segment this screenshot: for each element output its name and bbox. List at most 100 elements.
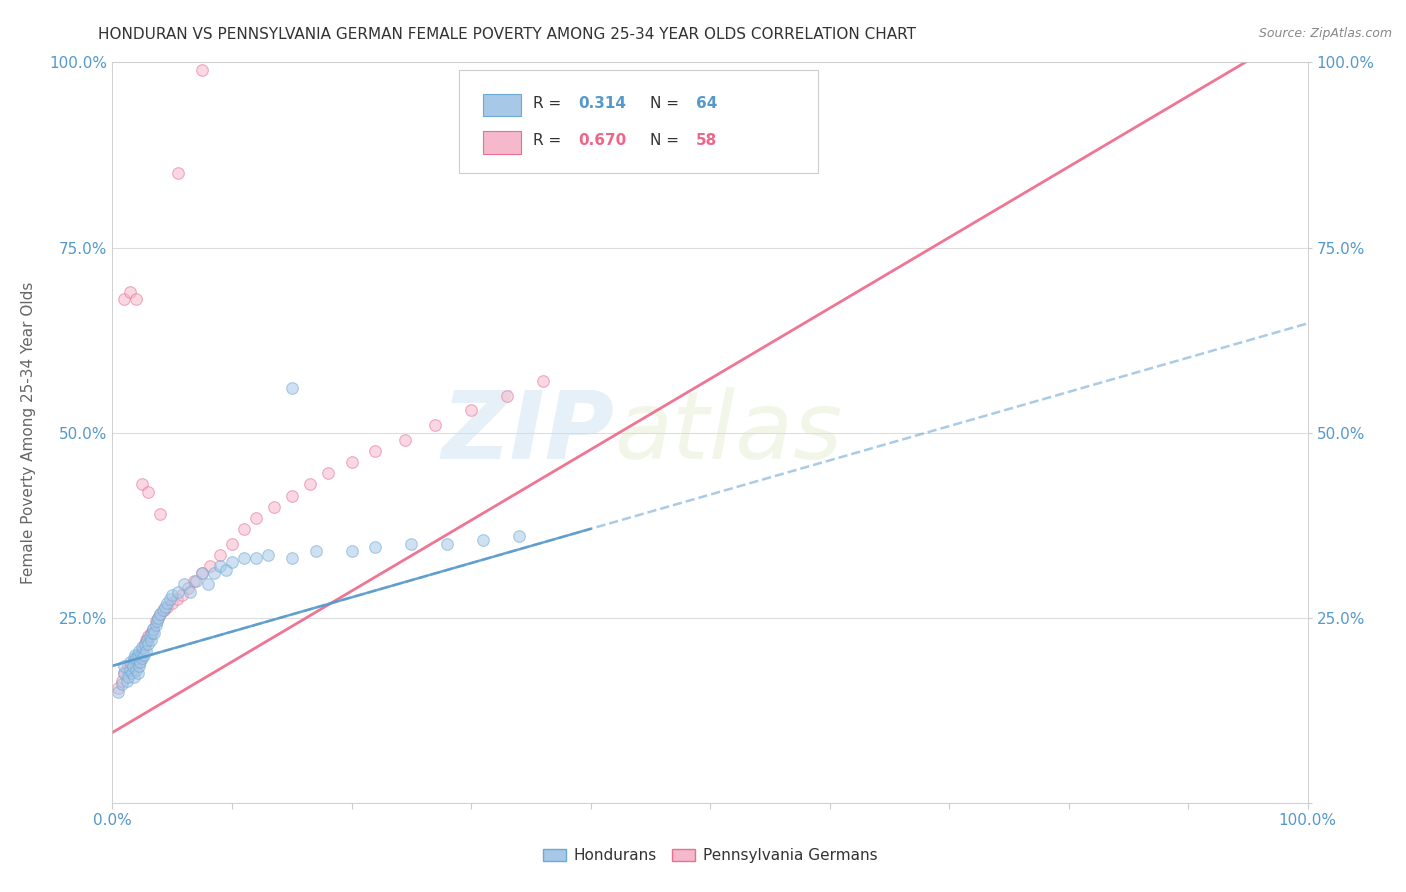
Point [120, 663, 142, 677]
Point [128, 658, 150, 673]
Point [127, 666, 149, 681]
Point [531, 374, 554, 388]
FancyBboxPatch shape [484, 95, 522, 117]
Point [221, 555, 243, 569]
Point [179, 584, 201, 599]
Point [145, 615, 167, 629]
Point [132, 648, 155, 662]
Point [120, 666, 142, 681]
Point [127, 648, 149, 662]
Point [401, 536, 423, 550]
Point [141, 625, 163, 640]
Point [138, 629, 160, 643]
Point [114, 666, 135, 681]
Point [170, 589, 193, 603]
Point [186, 574, 208, 588]
Point [122, 663, 145, 677]
Point [153, 603, 176, 617]
Text: 0.314: 0.314 [579, 95, 627, 111]
Text: 58: 58 [696, 133, 717, 148]
Point [117, 658, 139, 673]
Point [122, 670, 145, 684]
Point [124, 648, 146, 662]
Point [117, 670, 139, 684]
Point [245, 510, 267, 524]
Point [124, 655, 146, 669]
Point [215, 563, 238, 577]
Point [143, 625, 166, 640]
Text: Source: ZipAtlas.com: Source: ZipAtlas.com [1258, 27, 1392, 40]
Point [156, 599, 179, 614]
Point [134, 637, 156, 651]
Point [121, 658, 143, 673]
Point [136, 632, 159, 647]
Point [138, 629, 160, 643]
Point [107, 685, 129, 699]
Point [177, 581, 200, 595]
Point [340, 455, 363, 469]
Point [191, 62, 214, 77]
Point [281, 489, 304, 503]
Point [128, 655, 150, 669]
Point [145, 615, 167, 629]
Point [131, 644, 153, 658]
Point [152, 603, 174, 617]
Point [221, 536, 243, 550]
Point [131, 477, 153, 491]
Point [121, 655, 143, 669]
Text: HONDURAN VS PENNSYLVANIA GERMAN FEMALE POVERTY AMONG 25-34 YEAR OLDS CORRELATION: HONDURAN VS PENNSYLVANIA GERMAN FEMALE P… [98, 27, 917, 42]
Point [340, 544, 363, 558]
Text: ZIP: ZIP [441, 386, 614, 479]
FancyBboxPatch shape [484, 131, 522, 153]
Text: N =: N = [650, 95, 685, 111]
Text: atlas: atlas [614, 387, 842, 478]
Point [472, 533, 495, 547]
Point [146, 610, 169, 624]
Point [139, 625, 162, 640]
Point [145, 618, 167, 632]
Point [245, 551, 267, 566]
Point [191, 566, 214, 581]
Point [127, 651, 149, 665]
Point [142, 622, 165, 636]
Point [159, 592, 181, 607]
Point [191, 566, 214, 581]
Point [436, 536, 458, 550]
Point [149, 607, 172, 621]
Point [107, 681, 129, 695]
Point [125, 658, 148, 673]
Point [233, 522, 256, 536]
Point [281, 551, 304, 566]
Point [122, 651, 145, 665]
Point [209, 548, 232, 562]
Point [257, 548, 280, 562]
Point [281, 381, 304, 395]
Point [121, 666, 143, 681]
Point [121, 658, 143, 673]
Point [153, 599, 176, 614]
Point [114, 293, 135, 307]
Point [197, 577, 219, 591]
Point [125, 293, 148, 307]
Text: 64: 64 [696, 95, 717, 111]
Point [142, 622, 165, 636]
Point [166, 592, 188, 607]
Point [135, 644, 157, 658]
Point [115, 663, 138, 677]
Point [167, 584, 190, 599]
Point [162, 596, 183, 610]
Point [233, 551, 256, 566]
Point [298, 477, 321, 491]
Point [120, 285, 142, 299]
Point [131, 651, 153, 665]
Point [149, 507, 172, 521]
Point [129, 651, 152, 665]
Point [120, 655, 142, 669]
Point [162, 589, 183, 603]
Y-axis label: Female Poverty Among 25-34 Year Olds: Female Poverty Among 25-34 Year Olds [21, 282, 35, 583]
Point [425, 418, 447, 433]
Point [508, 529, 530, 543]
Point [167, 166, 190, 180]
Point [115, 673, 138, 688]
Point [129, 655, 152, 669]
